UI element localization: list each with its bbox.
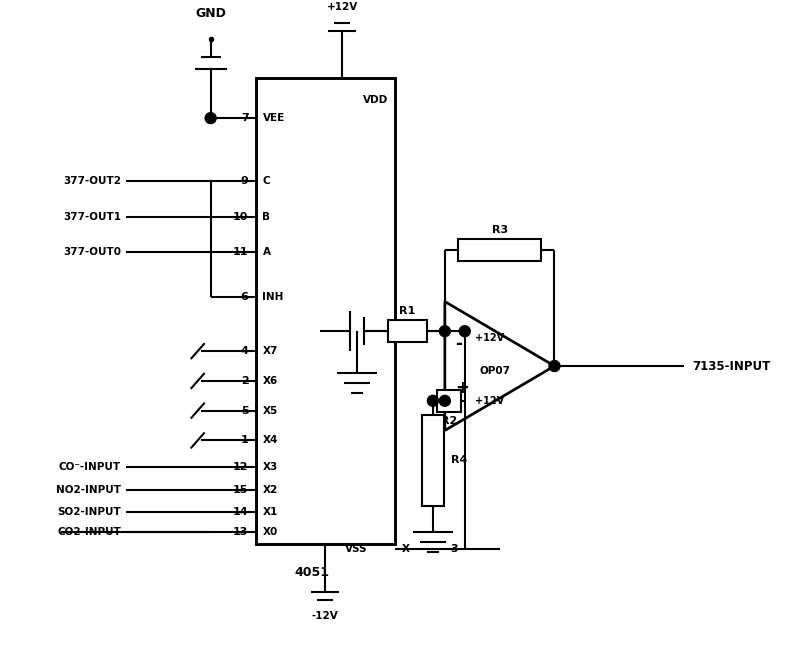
Text: A: A bbox=[262, 247, 270, 257]
Text: 3: 3 bbox=[450, 545, 458, 554]
Text: X3: X3 bbox=[262, 462, 278, 472]
Text: 5: 5 bbox=[241, 406, 249, 415]
Text: 7135-INPUT: 7135-INPUT bbox=[692, 359, 770, 372]
Text: 7: 7 bbox=[241, 113, 249, 123]
Text: R4: R4 bbox=[451, 455, 467, 465]
Text: 377-OUT0: 377-OUT0 bbox=[63, 247, 121, 257]
Bar bbox=[255, 79, 395, 545]
Text: +12V: +12V bbox=[326, 2, 358, 12]
Text: X2: X2 bbox=[262, 485, 278, 495]
Text: X6: X6 bbox=[262, 376, 278, 386]
Circle shape bbox=[549, 361, 560, 371]
Text: B: B bbox=[262, 213, 270, 222]
Text: X: X bbox=[402, 545, 410, 554]
Bar bbox=[388, 320, 426, 342]
Text: 10: 10 bbox=[233, 213, 249, 222]
Text: CO⁻-INPUT: CO⁻-INPUT bbox=[59, 462, 121, 472]
Text: 4: 4 bbox=[241, 346, 249, 356]
Text: 377-OUT2: 377-OUT2 bbox=[63, 176, 121, 186]
Text: VSS: VSS bbox=[345, 545, 367, 554]
Bar bbox=[422, 415, 444, 506]
Text: CO2-INPUT: CO2-INPUT bbox=[57, 526, 121, 537]
Text: 2: 2 bbox=[241, 376, 249, 386]
Text: 4051: 4051 bbox=[294, 566, 330, 578]
Text: C: C bbox=[262, 176, 270, 186]
Text: SO2-INPUT: SO2-INPUT bbox=[58, 507, 121, 517]
Bar bbox=[458, 239, 542, 261]
Text: R2: R2 bbox=[441, 415, 457, 426]
Text: 9: 9 bbox=[241, 176, 249, 186]
Text: INH: INH bbox=[262, 292, 284, 302]
Text: +: + bbox=[455, 379, 469, 396]
Text: 14: 14 bbox=[233, 507, 249, 517]
Text: 1: 1 bbox=[241, 436, 249, 445]
Text: X5: X5 bbox=[262, 406, 278, 415]
Text: 11: 11 bbox=[233, 247, 249, 257]
Text: +12V: +12V bbox=[474, 333, 504, 343]
Text: X4: X4 bbox=[262, 436, 278, 445]
Text: VEE: VEE bbox=[262, 113, 285, 123]
Circle shape bbox=[427, 395, 438, 406]
Circle shape bbox=[439, 395, 450, 406]
Circle shape bbox=[205, 112, 216, 124]
Text: X7: X7 bbox=[262, 346, 278, 356]
Text: R3: R3 bbox=[491, 225, 508, 235]
Text: -12V: -12V bbox=[312, 611, 338, 621]
Text: OP07: OP07 bbox=[480, 366, 510, 376]
Text: X0: X0 bbox=[262, 526, 278, 537]
Bar bbox=[437, 390, 461, 411]
Text: NO2-INPUT: NO2-INPUT bbox=[56, 485, 121, 495]
Text: 377-OUT1: 377-OUT1 bbox=[63, 213, 121, 222]
Text: 15: 15 bbox=[233, 485, 249, 495]
Text: 13: 13 bbox=[233, 526, 249, 537]
Text: VDD: VDD bbox=[362, 96, 388, 105]
Text: +12V: +12V bbox=[474, 396, 504, 406]
Text: 6: 6 bbox=[241, 292, 249, 302]
Text: X1: X1 bbox=[262, 507, 278, 517]
Circle shape bbox=[459, 326, 470, 337]
Text: 12: 12 bbox=[233, 462, 249, 472]
Text: R1: R1 bbox=[399, 306, 415, 317]
Circle shape bbox=[439, 326, 450, 337]
Text: GND: GND bbox=[195, 6, 226, 20]
Text: -: - bbox=[455, 335, 462, 353]
